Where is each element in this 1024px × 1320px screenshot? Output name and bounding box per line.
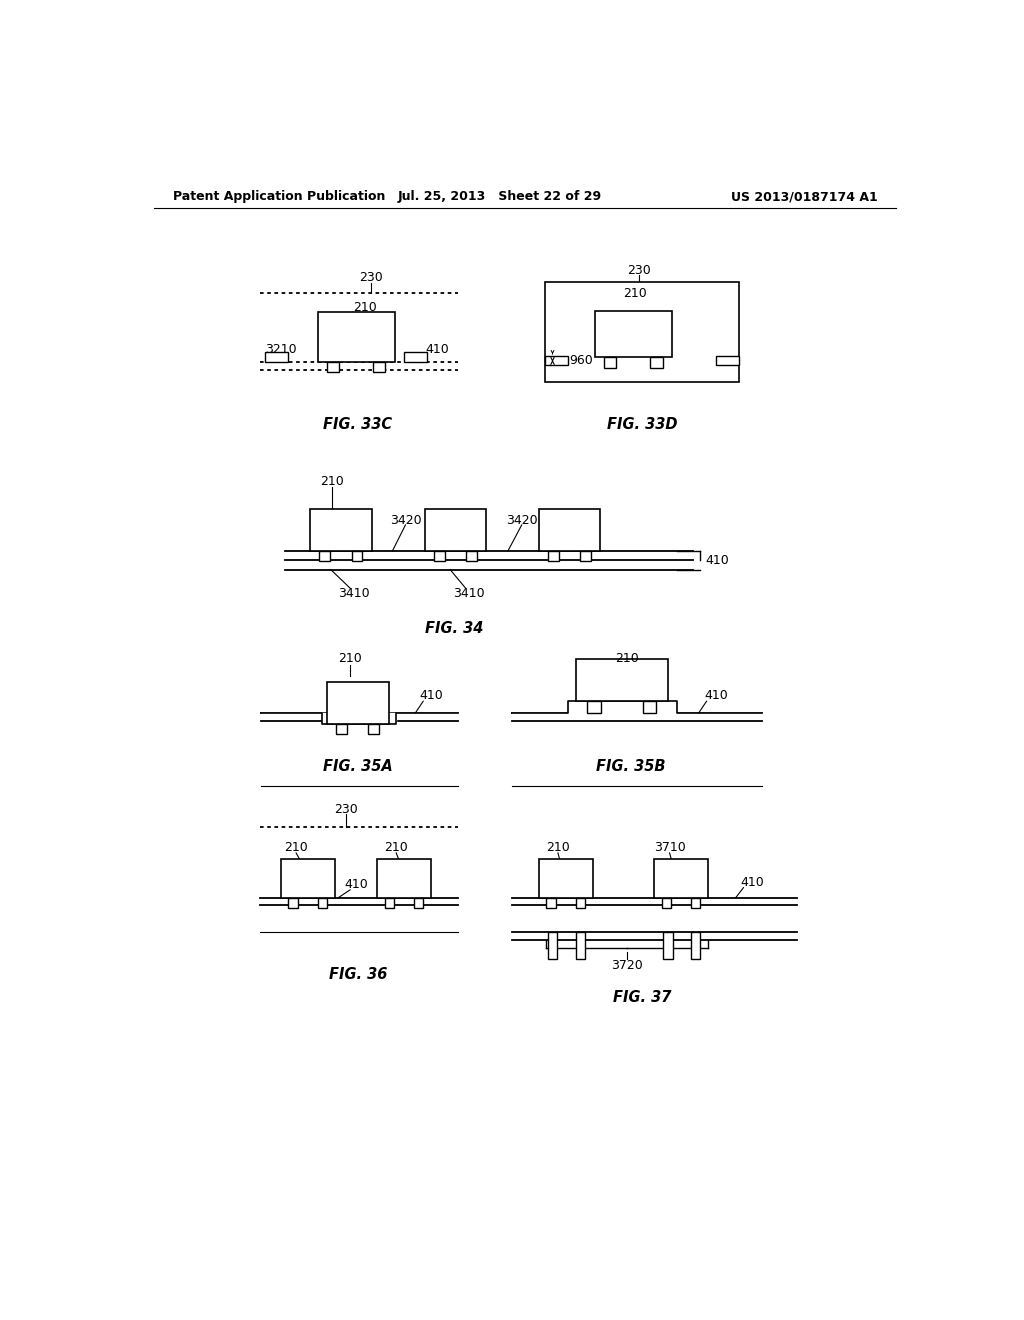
Bar [575,659,668,701]
Text: Patent Application Publication: Patent Application Publication [173,190,385,203]
Text: 3710: 3710 [653,841,685,854]
Bar [643,701,656,713]
Bar [604,358,616,368]
Bar [403,352,427,363]
Bar [336,725,347,734]
Text: 210: 210 [384,841,409,854]
Text: 230: 230 [334,803,358,816]
Bar [595,312,672,358]
Text: 3210: 3210 [265,343,297,356]
Bar [265,352,289,363]
Bar [466,552,477,561]
Text: 3720: 3720 [611,958,643,972]
Bar [650,358,663,368]
Bar [281,859,335,898]
Bar [539,859,593,898]
Bar [581,552,591,561]
Text: 230: 230 [627,264,650,277]
Bar [587,701,601,713]
Bar [548,552,559,561]
Text: FIG. 36: FIG. 36 [329,968,387,982]
Bar [548,932,557,960]
Text: FIG. 33C: FIG. 33C [324,417,392,432]
Bar [377,859,431,898]
Text: FIG. 35B: FIG. 35B [596,759,666,775]
Bar [414,898,423,908]
Text: 210: 210 [321,475,344,488]
Text: 410: 410 [425,343,449,356]
Bar [434,552,444,561]
Bar [654,859,708,898]
Text: FIG. 37: FIG. 37 [613,990,672,1006]
Text: 230: 230 [359,271,383,284]
Text: 210: 210 [353,301,377,314]
Text: US 2013/0187174 A1: US 2013/0187174 A1 [731,190,878,203]
Text: FIG. 33D: FIG. 33D [607,417,678,432]
Bar [319,552,330,561]
Bar [310,508,372,552]
Bar [545,355,568,364]
Text: 3410: 3410 [454,587,485,601]
Bar [373,363,385,372]
Bar [664,932,673,960]
Bar [289,898,298,908]
Text: 410: 410 [706,554,729,566]
Bar [327,363,339,372]
Bar [385,898,394,908]
Text: 960: 960 [569,354,593,367]
Bar [539,508,600,552]
Bar [369,725,379,734]
Bar [327,682,388,725]
Text: FIG. 35A: FIG. 35A [323,759,392,775]
Text: 3410: 3410 [338,587,370,601]
Bar [691,898,700,908]
Bar [545,281,739,381]
Text: 3420: 3420 [506,513,538,527]
Text: 210: 210 [615,652,639,665]
Text: 210: 210 [623,286,647,300]
Text: Jul. 25, 2013   Sheet 22 of 29: Jul. 25, 2013 Sheet 22 of 29 [398,190,602,203]
Text: FIG. 34: FIG. 34 [425,620,483,636]
Text: 3420: 3420 [390,513,421,527]
Bar [317,898,327,908]
Bar [547,898,556,908]
Text: 210: 210 [285,841,308,854]
Bar [575,932,585,960]
Bar [317,313,394,363]
Bar [425,508,486,552]
Text: 410: 410 [703,689,728,702]
Bar [662,898,671,908]
Bar [716,355,739,364]
Text: 210: 210 [338,652,361,665]
Polygon shape [512,701,762,713]
Polygon shape [261,713,458,725]
Text: 410: 410 [740,875,765,888]
Text: 410: 410 [419,689,442,702]
Bar [691,932,700,960]
Text: 210: 210 [546,841,569,854]
Text: 410: 410 [344,878,368,891]
Bar [351,552,362,561]
Bar [575,898,585,908]
